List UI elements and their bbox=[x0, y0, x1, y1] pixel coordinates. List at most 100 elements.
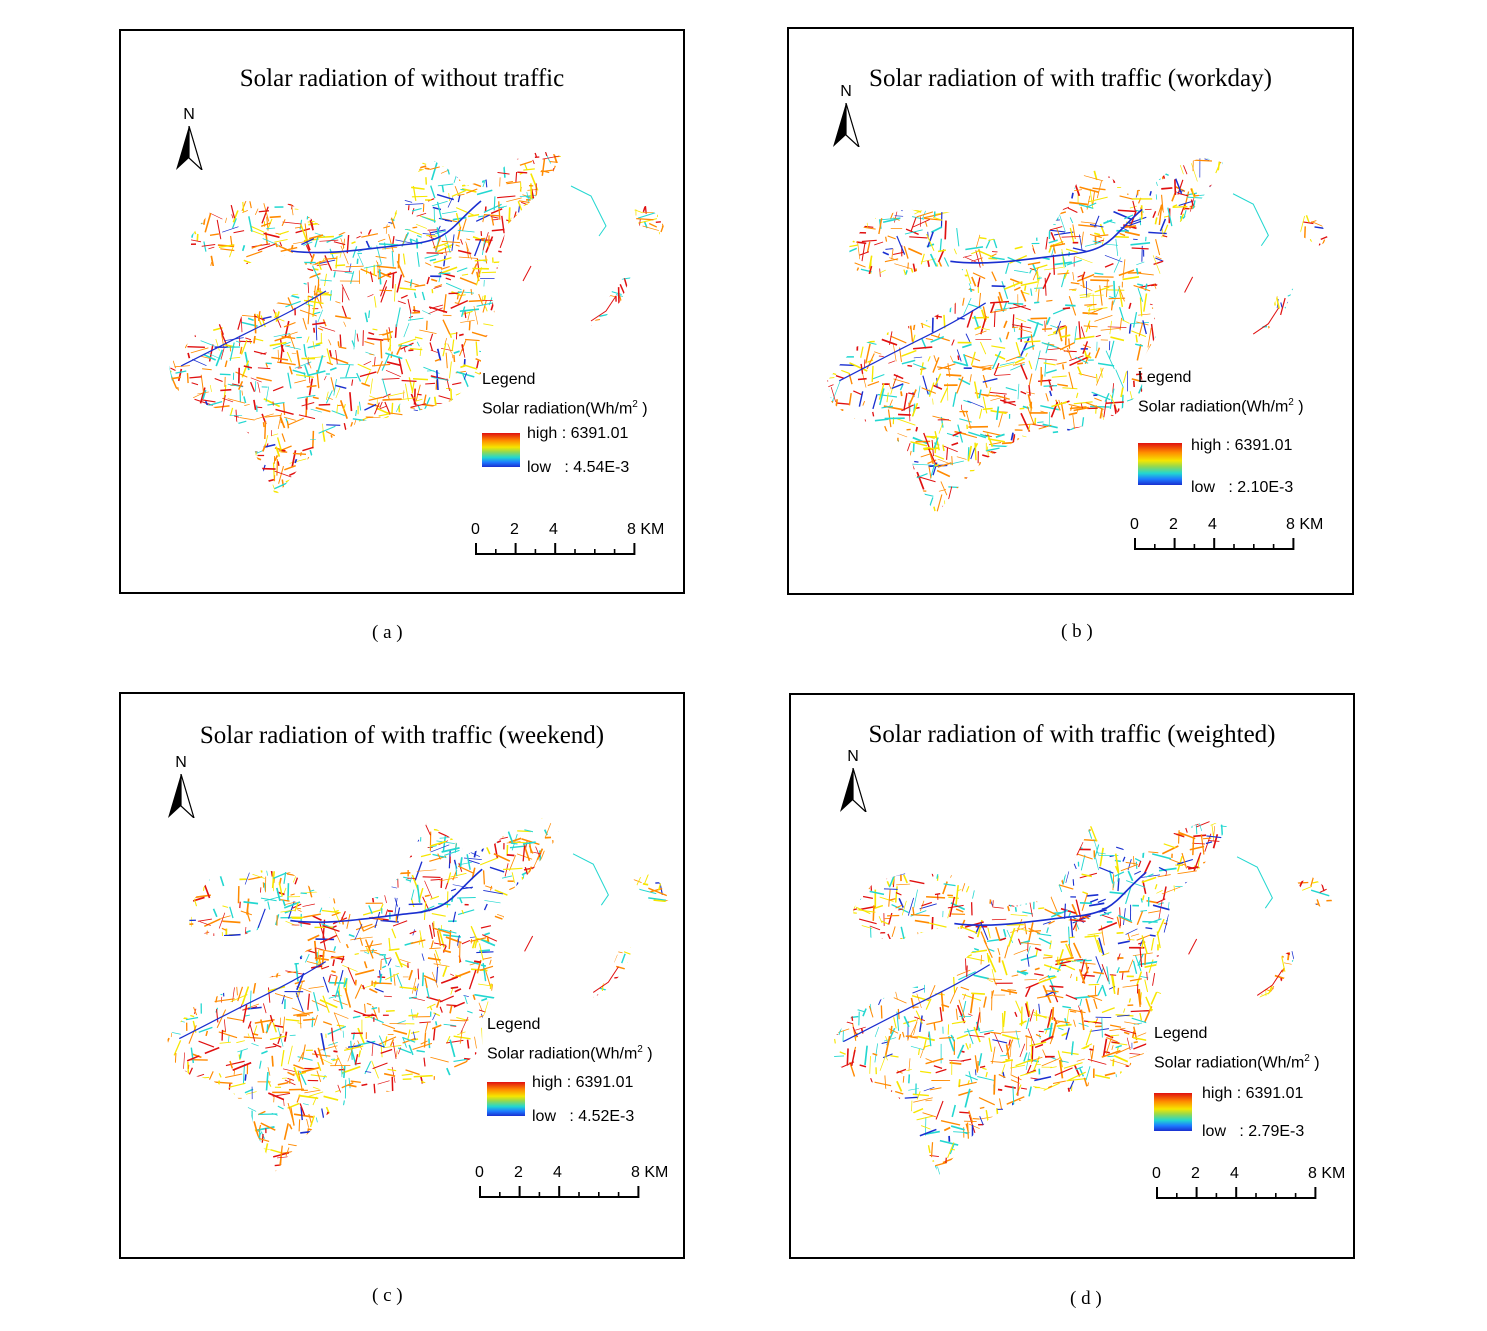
road-segment bbox=[301, 238, 315, 246]
road-segment bbox=[269, 215, 281, 219]
road-segment bbox=[192, 263, 207, 266]
road-segment bbox=[169, 451, 177, 457]
road-segment bbox=[991, 479, 994, 499]
road-segment bbox=[637, 295, 645, 310]
road-segment bbox=[451, 454, 456, 472]
road-segment bbox=[176, 427, 180, 433]
road-segment bbox=[181, 179, 183, 199]
road-segment bbox=[169, 351, 178, 357]
road-segment bbox=[1313, 138, 1324, 139]
road-segment bbox=[1212, 233, 1223, 238]
road-segment bbox=[618, 151, 630, 152]
road-segment bbox=[827, 413, 831, 417]
road-segment bbox=[830, 213, 836, 232]
road-segment bbox=[187, 352, 191, 359]
road-segment bbox=[647, 236, 654, 239]
road-segment bbox=[1180, 476, 1188, 491]
road-segment bbox=[1317, 243, 1321, 259]
road-segment bbox=[1048, 239, 1058, 244]
road-segment bbox=[1110, 464, 1130, 473]
road-segment bbox=[814, 217, 820, 220]
road-segment bbox=[221, 307, 241, 312]
road-segment bbox=[1118, 269, 1135, 277]
road-segment bbox=[1291, 351, 1306, 355]
road-fragment bbox=[590, 295, 617, 322]
road-segment bbox=[469, 420, 483, 424]
road-segment bbox=[544, 217, 547, 225]
road-segment bbox=[1084, 303, 1097, 306]
road-segment bbox=[630, 458, 650, 464]
road-segment bbox=[210, 255, 216, 273]
road-segment bbox=[896, 235, 906, 255]
road-segment bbox=[354, 179, 366, 186]
road-segment bbox=[1281, 459, 1285, 465]
road-segment bbox=[1081, 448, 1083, 456]
road-segment bbox=[599, 151, 607, 158]
road-segment bbox=[408, 143, 422, 149]
road-segment bbox=[1190, 331, 1201, 336]
road-segment bbox=[907, 364, 913, 367]
road-segment bbox=[899, 498, 904, 512]
road-segment bbox=[1233, 166, 1247, 172]
road-segment bbox=[400, 185, 405, 202]
road-segment bbox=[544, 486, 561, 496]
road-segment bbox=[658, 362, 663, 369]
road-segment bbox=[627, 152, 638, 157]
road-segment bbox=[1211, 382, 1219, 387]
road-segment bbox=[654, 252, 658, 262]
road-segment bbox=[952, 131, 966, 133]
road-segment bbox=[161, 348, 166, 365]
road-segment bbox=[817, 326, 818, 336]
road-segment bbox=[868, 157, 875, 168]
road-segment bbox=[545, 190, 550, 198]
road-segment bbox=[936, 134, 941, 154]
road-segment bbox=[326, 234, 343, 244]
road-segment bbox=[1061, 235, 1081, 238]
road-segment bbox=[446, 378, 451, 391]
road-segment bbox=[369, 169, 388, 177]
road-segment bbox=[930, 335, 945, 343]
road-segment bbox=[823, 325, 826, 334]
road-segment bbox=[612, 394, 621, 398]
road-segment bbox=[260, 222, 271, 227]
road-segment bbox=[1094, 397, 1102, 402]
road-segment bbox=[982, 378, 998, 383]
road-segment bbox=[1302, 333, 1318, 342]
road-segment bbox=[1016, 162, 1021, 171]
road-segment bbox=[837, 196, 843, 199]
road-segment bbox=[641, 349, 654, 357]
road-segment bbox=[1004, 281, 1023, 290]
road-segment bbox=[216, 284, 230, 289]
road-segment bbox=[1173, 426, 1181, 445]
road-segment bbox=[169, 233, 173, 252]
road-segment bbox=[275, 446, 281, 457]
road-segment bbox=[1292, 433, 1298, 443]
road-segment bbox=[193, 430, 197, 450]
road-segment bbox=[952, 392, 957, 407]
road-segment bbox=[1178, 192, 1189, 197]
road-segment bbox=[532, 381, 552, 389]
road-segment bbox=[1025, 222, 1044, 227]
road-segment bbox=[1081, 437, 1084, 451]
road-segment bbox=[1103, 219, 1113, 225]
road-segment bbox=[169, 153, 181, 157]
road-segment bbox=[276, 194, 295, 196]
road-segment bbox=[855, 320, 861, 336]
road-segment bbox=[1103, 446, 1117, 450]
road-segment bbox=[616, 445, 632, 449]
road-segment bbox=[1021, 127, 1031, 131]
road-segment bbox=[934, 454, 945, 460]
road-segment bbox=[1159, 170, 1169, 177]
road-segment bbox=[834, 499, 843, 503]
road-segment bbox=[173, 151, 176, 156]
road-segment bbox=[189, 158, 194, 162]
road-segment bbox=[248, 216, 253, 232]
road-segment bbox=[240, 197, 248, 201]
road-segment bbox=[232, 210, 239, 223]
road-segment bbox=[419, 143, 426, 145]
road-segment bbox=[1197, 345, 1200, 356]
road-segment bbox=[1236, 388, 1249, 391]
road-segment bbox=[1205, 157, 1208, 159]
road-segment bbox=[891, 248, 894, 260]
road-segment bbox=[978, 236, 987, 240]
